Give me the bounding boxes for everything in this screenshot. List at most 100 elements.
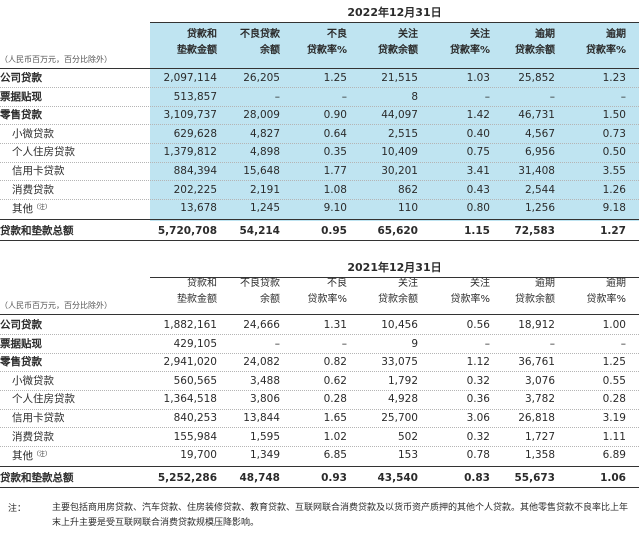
column-header-line2: 贷款率%	[307, 294, 347, 305]
column-header-line2: 贷款率%	[449, 45, 490, 56]
row-divider	[0, 161, 639, 163]
row-label: 贷款和垫款总额	[0, 469, 74, 487]
table-cell: 19,700	[180, 449, 217, 462]
table-cell: 31,408	[518, 165, 555, 177]
row-label-text: 公司贷款	[0, 72, 42, 84]
row-label: 零售贷款	[0, 353, 42, 371]
row-label-text: 公司贷款	[0, 319, 42, 331]
table-row: 个人住房贷款 1,379,812 4,898 0.35 10,409 0.75 6,956 0…	[0, 143, 639, 161]
table-cell: 1,379,812	[163, 146, 217, 159]
column-header-4: 关注 贷款余额	[342, 27, 418, 59]
table-cell: –	[549, 90, 555, 103]
column-header-line1: 逾期	[535, 29, 555, 40]
total-row: 贷款和垫款总额 5,720,708 54,214 0.95 65,620 1.15 72,5…	[0, 222, 639, 240]
table-cell: 33,075	[381, 356, 418, 369]
footnote-label: 注：	[8, 504, 27, 514]
column-header-line2: 贷款余额	[378, 294, 418, 305]
table-2021: 2021年12月31日 （人民币百万元，百分比除外） 贷款和 垫款金额 不良贷款 余额…	[0, 261, 639, 489]
table-cell: 1.27	[600, 224, 626, 237]
table-cell: 0.55	[602, 374, 626, 387]
table-cell: 560,565	[173, 374, 217, 387]
row-divider	[0, 465, 639, 467]
period-title-2022: 2022年12月31日	[347, 6, 442, 19]
column-header-line2: 余额	[260, 294, 280, 305]
table-cell: 840,253	[173, 412, 217, 424]
table-row: 信用卡贷款 884,394 15,648 1.77 30,201 3.41 31,408 3.…	[0, 162, 639, 180]
row-divider	[0, 487, 639, 489]
row-label: 小微贷款	[12, 125, 54, 143]
row-label-text: 小微贷款	[12, 127, 54, 140]
table-cell: 1.77	[323, 165, 347, 177]
table-cell: 0.73	[602, 127, 626, 140]
table-cell: 4,567	[524, 127, 555, 140]
row-divider	[0, 105, 639, 107]
column-header-6: 逾期 贷款余额	[479, 27, 555, 59]
table-cell: 1,349	[249, 449, 280, 462]
table-cell: 0.50	[602, 146, 626, 159]
table-cell: 1,792	[387, 374, 418, 387]
row-label: 消费贷款	[12, 181, 54, 199]
table-cell: 3.19	[602, 412, 626, 424]
row-label: 个人住房贷款	[12, 390, 75, 408]
column-header-3: 不良 贷款率%	[271, 276, 347, 308]
table-cell: 0.32	[466, 374, 490, 387]
table-cell: 1,358	[524, 449, 555, 462]
column-header-line1: 逾期	[535, 278, 555, 289]
row-label: 消费贷款	[12, 428, 54, 446]
row-label-text: 消费贷款	[12, 183, 54, 196]
column-header-line1: 关注	[398, 278, 418, 289]
column-header-line2: 贷款率%	[306, 45, 347, 56]
table-cell: 28,009	[243, 109, 280, 122]
table-cell: 1,364,518	[163, 393, 217, 406]
table-cell: –	[620, 90, 626, 103]
table-cell: 1.00	[602, 319, 626, 331]
table-cell: 2,191	[249, 183, 280, 196]
row-divider	[0, 218, 639, 220]
column-header-line2: 垫款金额	[177, 45, 217, 56]
row-divider	[0, 198, 639, 200]
table-row: 零售贷款 2,941,020 24,082 0.82 33,075 1.12 36,761 1…	[0, 353, 639, 371]
table-cell: 0.75	[466, 146, 490, 159]
table-cell: 0.93	[321, 471, 347, 484]
header-rule-2021	[0, 314, 639, 315]
column-header-line1: 逾期	[606, 278, 626, 289]
table-cell: –	[484, 90, 490, 103]
row-label-text: 消费贷款	[12, 430, 54, 443]
table-cell: 155,984	[173, 430, 217, 443]
table-cell: 25,700	[381, 412, 418, 424]
total-row: 贷款和垫款总额 5,252,286 48,748 0.93 43,540 0.83 55,6…	[0, 469, 639, 487]
table-cell: 15,648	[243, 165, 280, 177]
table-row: 个人住房贷款 1,364,518 3,806 0.28 4,928 0.36 3,782 0.…	[0, 390, 639, 408]
row-label-text: 零售贷款	[0, 109, 42, 122]
table-cell: 44,097	[381, 109, 418, 122]
column-header-line1: 不良贷款	[240, 278, 280, 289]
table-row: 公司贷款 1,882,161 24,666 1.31 10,456 0.56 18,912 1…	[0, 316, 639, 334]
row-label-text: 信用卡贷款	[12, 165, 65, 177]
footnote-marker: （注）	[33, 204, 52, 212]
table-cell: 3.55	[602, 165, 626, 177]
column-header-line1: 关注	[398, 29, 418, 40]
row-divider	[0, 142, 639, 144]
table-row: 消费贷款 202,225 2,191 1.08 862 0.43 2,544 1.26	[0, 181, 639, 199]
table-cell: 24,082	[243, 356, 280, 369]
table-cell: 9.18	[602, 202, 626, 215]
row-label: 公司贷款	[0, 69, 42, 87]
table-row: 公司贷款 2,097,114 26,205 1.25 21,515 1.03 25,852 1…	[0, 69, 639, 87]
table-cell: 1.25	[602, 356, 626, 369]
header-rule-2022	[0, 68, 639, 69]
row-divider	[0, 389, 639, 391]
unit-label-2022: （人民币百万元，百分比除外）	[0, 55, 112, 64]
column-header-5: 关注 贷款率%	[414, 27, 490, 59]
row-label: 贷款和垫款总额	[0, 222, 74, 240]
table-cell: 1.12	[466, 356, 490, 369]
table-cell: 0.28	[323, 393, 347, 406]
table-cell: 72,583	[514, 224, 555, 237]
table-cell: 1.31	[323, 319, 347, 331]
table-cell: 30,201	[381, 165, 418, 177]
table-cell: 21,515	[381, 72, 418, 84]
column-header-line2: 贷款率%	[450, 294, 490, 305]
table-cell: 18,912	[518, 319, 555, 331]
table-cell: 13,844	[243, 412, 280, 424]
table-row: 票据贴现 429,105 – – 9 – – –	[0, 335, 639, 353]
column-header-7: 逾期 贷款率%	[550, 27, 626, 59]
